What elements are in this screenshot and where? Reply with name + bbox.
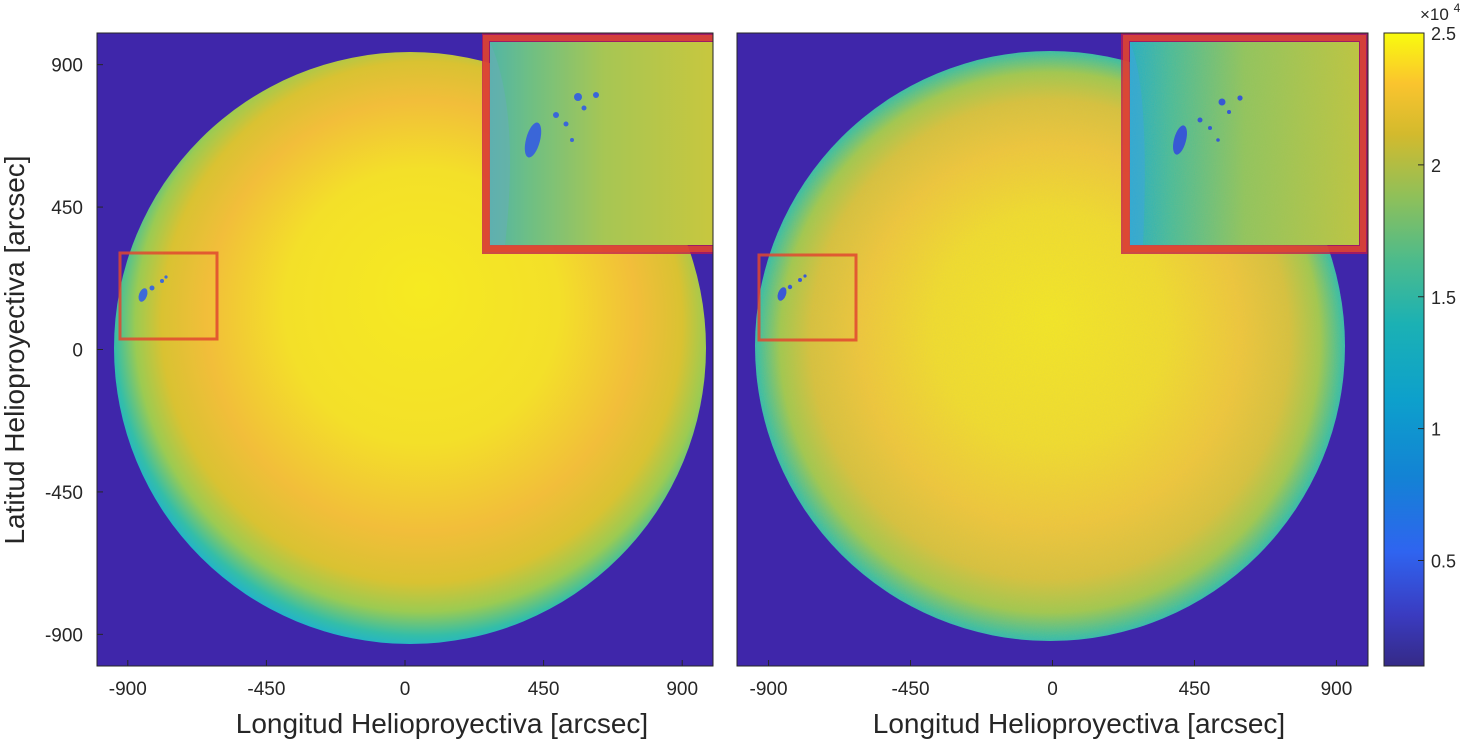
y-axis-label: Latitud Helioproyectiva [arcsec] <box>0 155 30 544</box>
x-tick-label: -450 <box>892 679 930 700</box>
left-panel: 900 450 0 -450 -900 -900 -450 0 450 900 Longitud… <box>0 32 714 739</box>
y-tick-label: 0 <box>72 341 83 362</box>
left-inset <box>482 33 713 254</box>
x-tick-label: 900 <box>1321 679 1353 700</box>
right-roi-box <box>757 253 858 342</box>
left-sunspots <box>138 275 168 302</box>
x-tick-label: 900 <box>666 679 698 700</box>
colorbar-tick-label: 1.5 <box>1431 288 1456 308</box>
colorbar-gradient <box>1384 33 1424 666</box>
colorbar-tick-label: 2.5 <box>1431 24 1456 44</box>
colorbar-multiplier: ×10 4 <box>1420 1 1461 24</box>
x-tick-label: 0 <box>400 679 411 700</box>
left-roi-box <box>118 251 219 341</box>
left-x-ticks: -900 -450 0 450 900 <box>109 660 698 700</box>
right-x-axis-label: Longitud Helioproyectiva [arcsec] <box>873 708 1285 739</box>
y-tick-label: -900 <box>45 625 83 646</box>
y-tick-label: 900 <box>51 56 83 77</box>
left-x-axis-label: Longitud Helioproyectiva [arcsec] <box>236 708 648 739</box>
x-tick-label: 450 <box>1179 679 1211 700</box>
colorbar-ticks: 2.5 2 1.5 1 0.5 <box>1418 24 1456 572</box>
y-tick-label: 450 <box>51 198 83 219</box>
right-sunspots <box>777 274 807 301</box>
right-panel: -900 -450 0 450 900 Longitud Helioproyectiva… <box>736 32 1369 739</box>
y-tick-label: -450 <box>45 483 83 504</box>
right-x-ticks: -900 -450 0 450 900 <box>750 660 1353 700</box>
colorbar-frame <box>1383 32 1425 667</box>
x-tick-label: -450 <box>247 679 285 700</box>
x-tick-label: -900 <box>109 679 147 700</box>
colorbar-tick-label: 1 <box>1431 420 1441 440</box>
x-tick-label: -900 <box>750 679 788 700</box>
left-y-ticks: 900 450 0 -450 -900 <box>45 56 103 646</box>
colorbar-tick-label: 0.5 <box>1431 552 1456 572</box>
right-inset <box>1121 33 1368 254</box>
colorbar-tick-label: 2 <box>1431 156 1441 176</box>
colorbar: 2.5 2 1.5 1 0.5 ×10 4 <box>1383 1 1461 667</box>
x-tick-label: 450 <box>528 679 560 700</box>
x-tick-label: 0 <box>1047 679 1058 700</box>
